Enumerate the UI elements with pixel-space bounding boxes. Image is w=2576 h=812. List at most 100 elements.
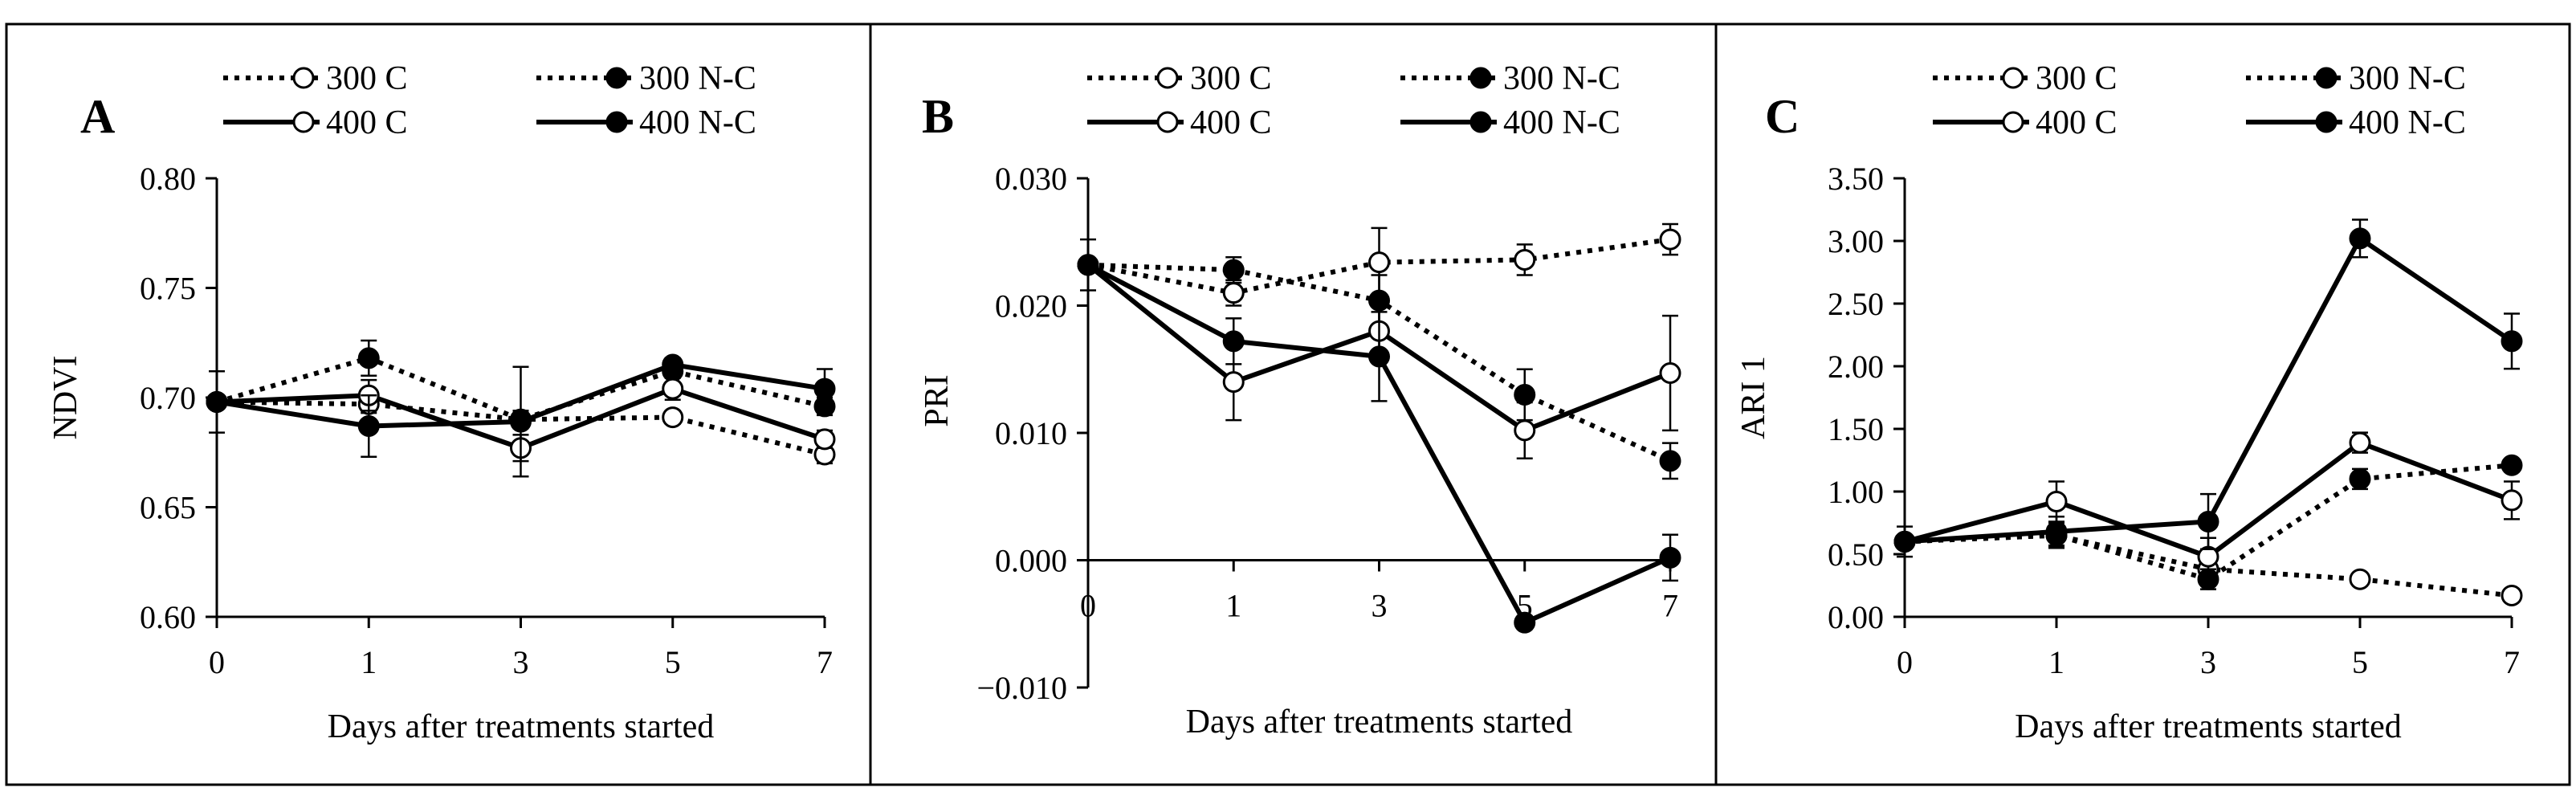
legend-label: 300 N-C bbox=[2349, 60, 2466, 97]
data-point bbox=[1368, 345, 1390, 368]
legend-entry: 400 N-C bbox=[1400, 104, 1620, 141]
y-tick-label: 1.00 bbox=[1828, 474, 1884, 510]
legend-label: 300 N-C bbox=[1503, 60, 1620, 97]
data-point bbox=[1659, 362, 1681, 385]
x-axis-label: Days after treatments started bbox=[2015, 708, 2402, 745]
legend-marker bbox=[1469, 111, 1492, 133]
x-tick-label: 1 bbox=[1225, 588, 1241, 624]
legend-entry: 300 C bbox=[1933, 60, 2117, 97]
data-point bbox=[2501, 584, 2523, 606]
legend-label: 400 N-C bbox=[2349, 104, 2466, 141]
legend-entry: 300 C bbox=[1087, 60, 1272, 97]
x-tick-label: 3 bbox=[2200, 644, 2216, 680]
y-tick-label: 0.75 bbox=[140, 271, 196, 307]
x-tick-label: 0 bbox=[1897, 644, 1913, 680]
data-point bbox=[2197, 510, 2219, 532]
x-tick-label: 7 bbox=[1662, 588, 1678, 624]
legend-label: 400 C bbox=[1190, 104, 1272, 141]
x-tick-label: 3 bbox=[1372, 588, 1388, 624]
data-point bbox=[1659, 546, 1681, 569]
y-tick-label: 0.000 bbox=[995, 543, 1067, 579]
series-400-n-c bbox=[206, 353, 836, 478]
data-point bbox=[357, 347, 380, 369]
legend-marker bbox=[1156, 67, 1179, 89]
x-tick-label: 7 bbox=[817, 644, 833, 680]
data-point bbox=[206, 390, 228, 413]
y-tick-label: 0.70 bbox=[140, 380, 196, 416]
panel-letter: C bbox=[1765, 90, 1800, 143]
legend-entry: 300 C bbox=[223, 60, 408, 97]
legend-marker bbox=[292, 67, 315, 89]
data-point bbox=[2349, 227, 2371, 250]
chart-panel-a: A 300 C 300 N-C 400 C 400 N-C 0.60 0.65 0.70 0.7… bbox=[47, 60, 836, 745]
series-line bbox=[1904, 463, 2513, 582]
data-point bbox=[1077, 254, 1099, 276]
legend-entry: 300 N-C bbox=[1400, 60, 1620, 97]
data-point bbox=[2349, 568, 2371, 590]
legend-label: 300 C bbox=[2036, 60, 2117, 97]
legend-label: 400 N-C bbox=[1503, 104, 1620, 141]
y-tick-label: 0.60 bbox=[140, 599, 196, 635]
legend-label: 400 C bbox=[2036, 104, 2117, 141]
x-tick-label: 5 bbox=[2352, 644, 2368, 680]
y-axis-label: NDVI bbox=[47, 356, 84, 440]
legend-label: 300 C bbox=[326, 60, 408, 97]
chart-panel-c: C 300 C 300 N-C 400 C 400 N-C 0.00 0.50 1.00 1.5… bbox=[1735, 60, 2523, 745]
y-tick-label: 0.020 bbox=[995, 288, 1067, 324]
legend-marker bbox=[2315, 111, 2338, 133]
y-axis-label: PRI bbox=[919, 374, 956, 426]
y-tick-label: 0.65 bbox=[140, 490, 196, 526]
panel-letter: B bbox=[922, 90, 954, 143]
y-tick-label: −0.010 bbox=[976, 670, 1067, 706]
y-tick-label: 0.030 bbox=[995, 161, 1067, 197]
y-tick-label: 1.50 bbox=[1828, 411, 1884, 447]
legend-marker bbox=[605, 67, 628, 89]
y-tick-label: 2.00 bbox=[1828, 349, 1884, 385]
y-tick-label: 0.010 bbox=[995, 415, 1067, 451]
series-400-c bbox=[1077, 254, 1681, 459]
y-tick-label: 2.50 bbox=[1828, 286, 1884, 322]
legend-entry: 300 N-C bbox=[2246, 60, 2466, 97]
data-point bbox=[1222, 330, 1245, 353]
legend-marker bbox=[2002, 67, 2024, 89]
y-tick-label: 0.00 bbox=[1828, 599, 1884, 635]
x-tick-label: 1 bbox=[361, 644, 377, 680]
legend-marker bbox=[292, 111, 315, 133]
data-point bbox=[2045, 490, 2068, 512]
legend-label: 300 N-C bbox=[639, 60, 756, 97]
x-tick-label: 3 bbox=[513, 644, 529, 680]
data-point bbox=[662, 377, 684, 400]
legend-label: 400 N-C bbox=[639, 104, 756, 141]
legend-entry: 400 N-C bbox=[536, 104, 756, 141]
data-point bbox=[1222, 371, 1245, 394]
legend-marker bbox=[2002, 111, 2024, 133]
series-300-c bbox=[1077, 222, 1681, 307]
series-400-n-c bbox=[1893, 218, 2523, 558]
y-tick-label: 0.80 bbox=[140, 161, 196, 197]
legend-marker bbox=[1156, 111, 1179, 133]
legend-entry: 300 N-C bbox=[536, 60, 756, 97]
data-point bbox=[813, 428, 836, 451]
series-400-n-c bbox=[1077, 238, 1681, 634]
panel-letter: A bbox=[80, 90, 115, 143]
series-line bbox=[216, 355, 825, 422]
data-point bbox=[510, 410, 532, 433]
legend-marker bbox=[605, 111, 628, 133]
data-point bbox=[2501, 489, 2523, 512]
x-tick-label: 1 bbox=[2048, 644, 2064, 680]
data-point bbox=[1514, 248, 1536, 271]
data-point bbox=[2501, 454, 2523, 476]
data-point bbox=[1222, 282, 1245, 304]
data-point bbox=[1659, 228, 1681, 251]
data-point bbox=[2045, 520, 2068, 543]
panel-frame bbox=[869, 22, 1718, 786]
y-tick-label: 3.50 bbox=[1828, 161, 1884, 197]
legend-entry: 400 C bbox=[1933, 104, 2117, 141]
panel-frame bbox=[1714, 22, 2571, 786]
data-point bbox=[357, 414, 380, 437]
x-tick-label: 7 bbox=[2504, 644, 2520, 680]
data-point bbox=[2501, 330, 2523, 353]
series-400-c bbox=[1893, 431, 2523, 577]
legend-marker bbox=[1469, 67, 1492, 89]
